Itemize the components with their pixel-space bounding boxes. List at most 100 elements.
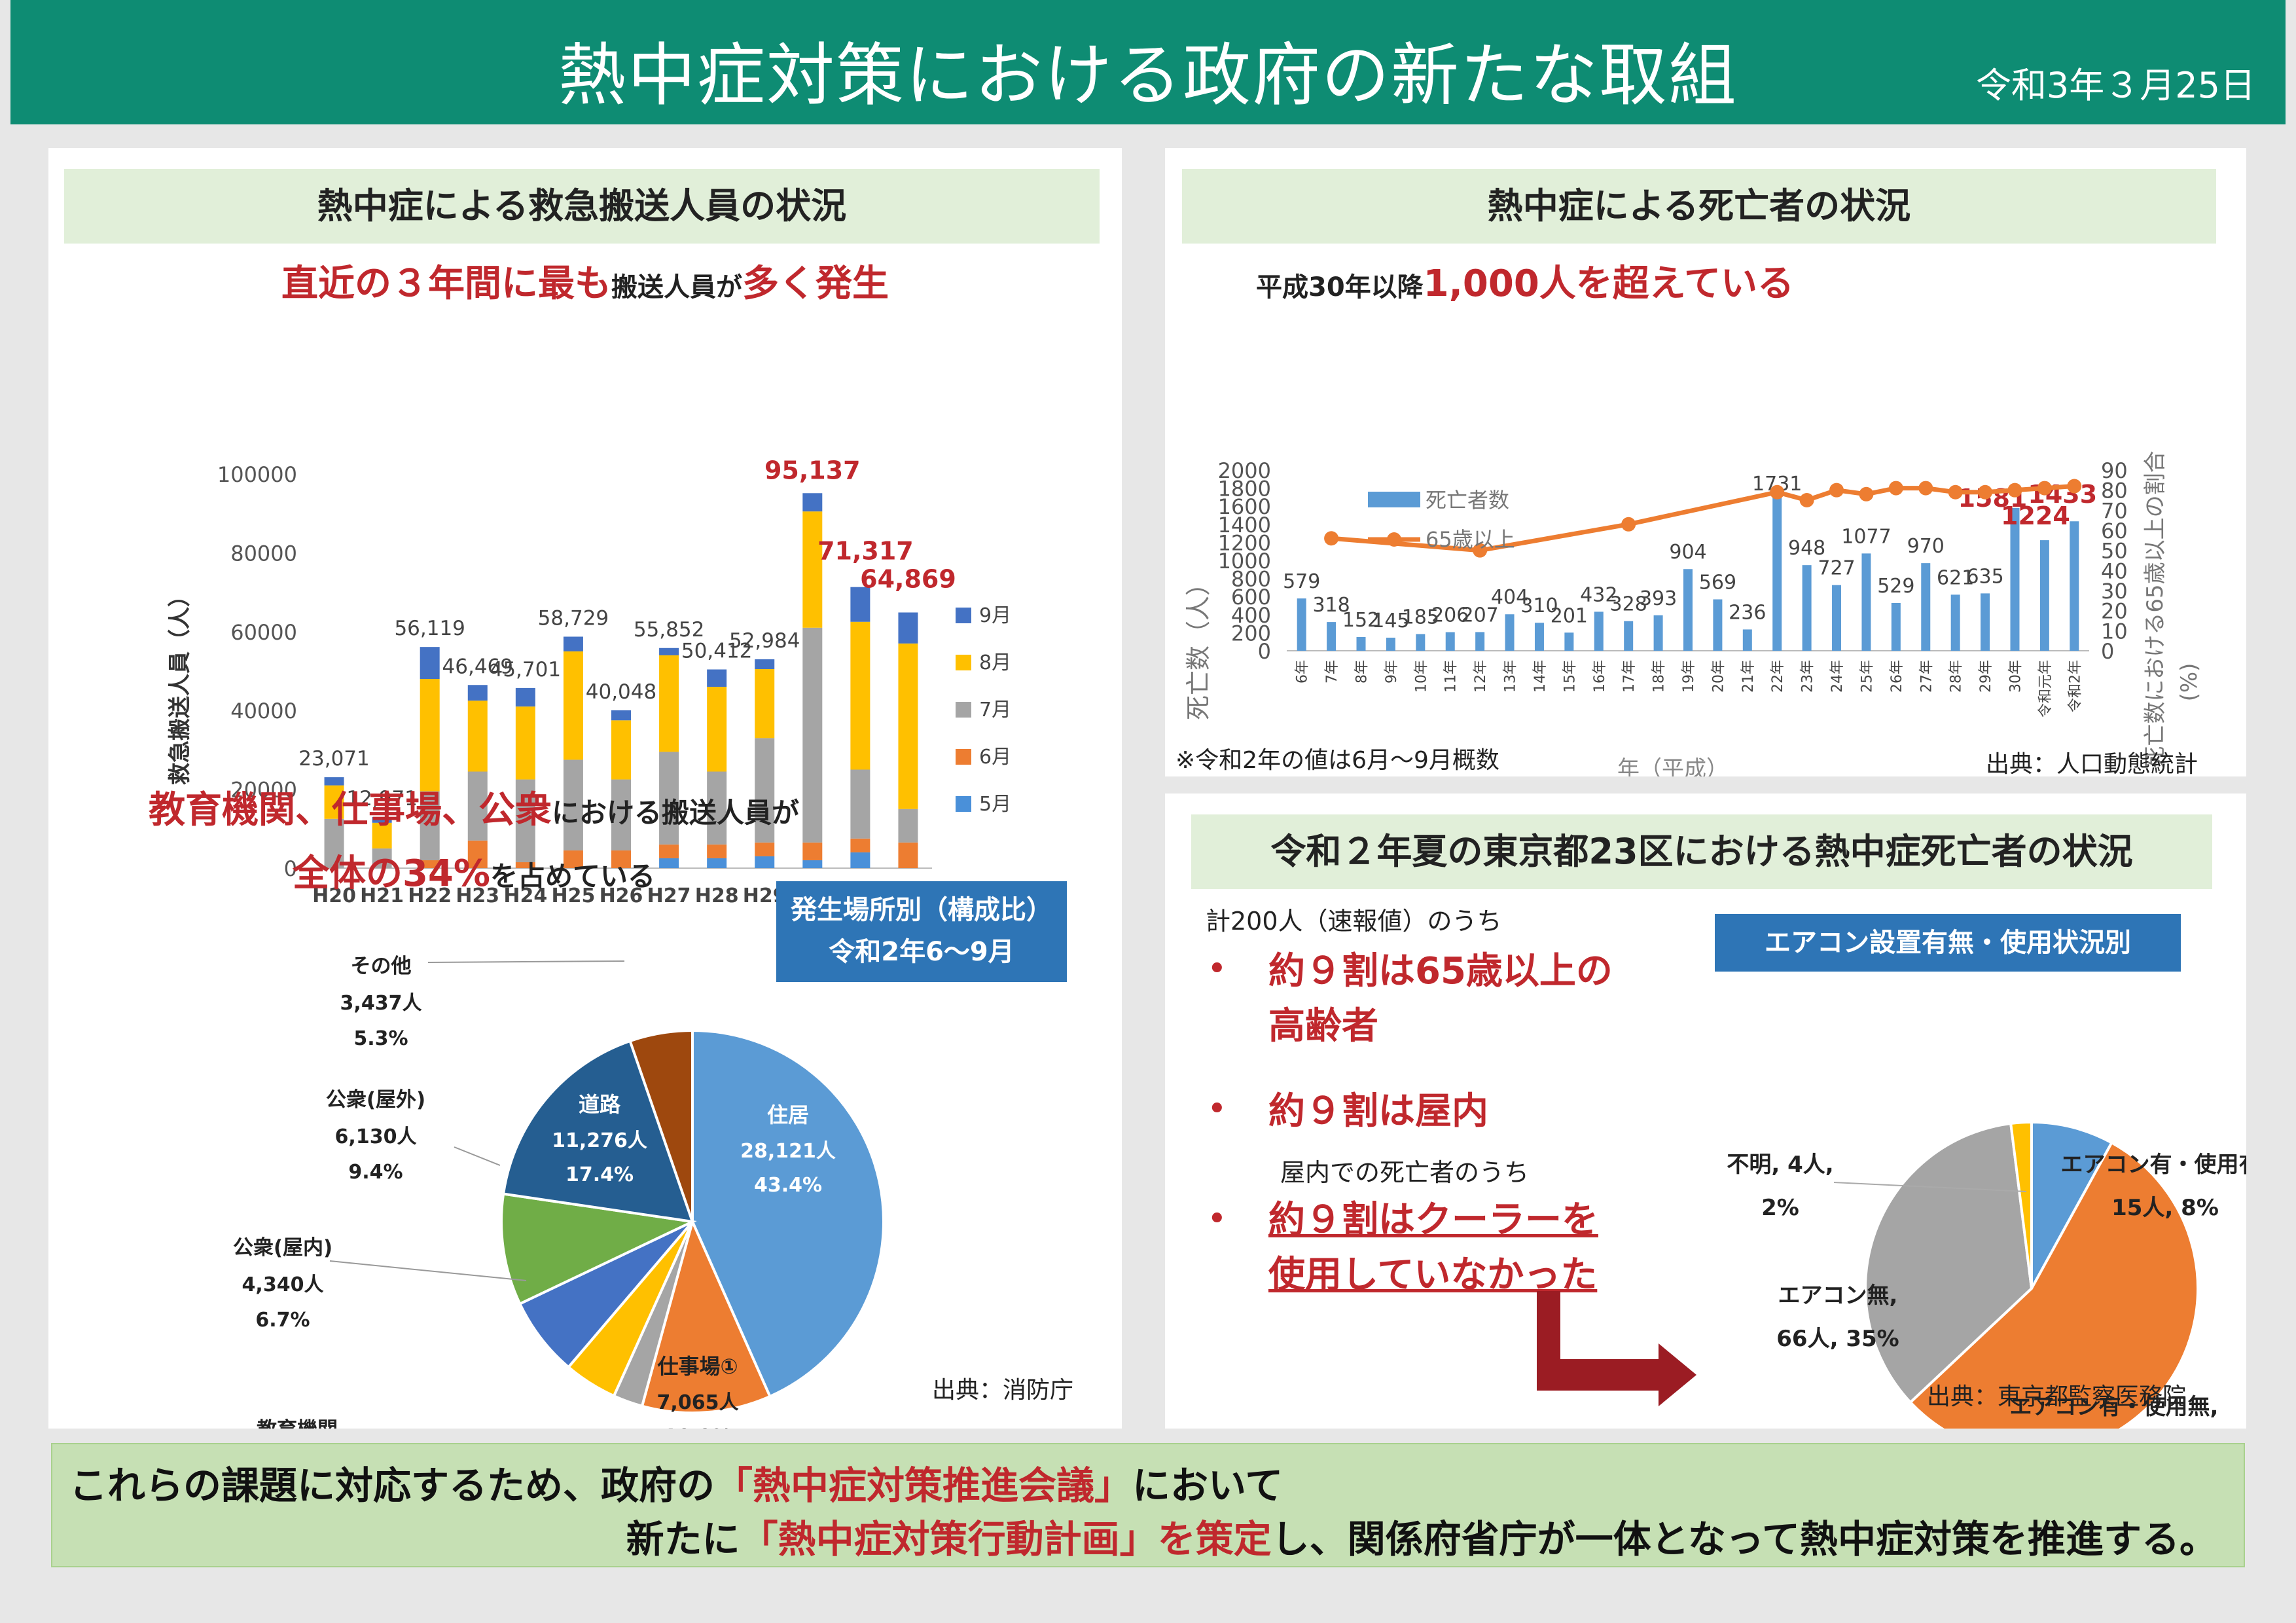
y-tick-label: 80000 <box>230 541 297 566</box>
transport-panel: 熱中症による救急搬送人員の状況 直近の３年間に最も搬送人員が多く発生 0 2000… <box>48 148 1122 1429</box>
pie-slice <box>628 1029 694 1222</box>
deaths-combo-chart: 0200400600800100012001400160018002000010… <box>1184 450 2202 776</box>
y-tick-label: 1400 <box>1218 513 1271 538</box>
slice-label: 15人, 8% <box>2111 1195 2219 1221</box>
x-tick-label: H26 <box>600 884 643 907</box>
conclusion-line1: これらの課題に対応するため、政府の「熱中症対策推進会議」において <box>69 1455 1283 1510</box>
x-tick-label: 27年 <box>1918 660 1935 693</box>
x-tick-label: H20 <box>312 884 356 907</box>
bar-segment <box>611 710 631 721</box>
x-tick-label: H25 <box>551 884 595 907</box>
tokyo-panel: 令和２年夏の東京都23区における熱中症死亡者の状況 計200人（速報値）のうち … <box>1165 793 2246 1429</box>
bar-value-label: 328 <box>1610 593 1647 616</box>
y-tick-label: 1200 <box>1218 530 1271 555</box>
x-tick-label: 28年 <box>1948 660 1965 693</box>
legend-label: 死亡者数 <box>1426 488 1509 513</box>
slice-name: 仕事場① <box>657 1354 738 1379</box>
deaths-panel-title: 熱中症による死亡者の状況 <box>1182 169 2216 244</box>
bar-segment <box>324 785 344 819</box>
death-bar <box>1386 637 1395 651</box>
bar-segment <box>467 701 488 772</box>
slice-count: 11,276人 <box>552 1129 647 1152</box>
bar-segment <box>898 842 918 868</box>
x-tick-label: H22 <box>408 884 452 907</box>
death-bar <box>1861 553 1871 651</box>
legend-label: 9月 <box>979 604 1011 627</box>
deaths-source: 出典：人口動態統計 <box>1986 751 2198 778</box>
x-tick-label: 25年 <box>1859 660 1875 693</box>
bar-segment <box>755 856 775 868</box>
bar-segment <box>372 822 392 848</box>
death-bar <box>1564 632 1574 651</box>
bar-value-label: 310 <box>1520 594 1558 617</box>
pie-slice <box>691 1029 885 1398</box>
slice-pct: 10.9% <box>664 1425 732 1429</box>
y-tick-label: 1600 <box>1218 494 1271 519</box>
header-bar: 熱中症対策における政府の新たな取組 令和3年３月25日 <box>10 0 2286 124</box>
slice-pct: 6.7% <box>255 1309 310 1332</box>
bullet-mark: • <box>1207 1199 1227 1239</box>
conclusion-part: これらの課題に対応するため、政府の <box>69 1463 715 1508</box>
slice-label: 66人, 35% <box>1776 1326 1899 1352</box>
y2-tick-label: 80 <box>2101 479 2128 503</box>
slice-label: エアコン有・使用無, <box>2010 1394 2219 1420</box>
bar-value-label: 206 <box>1431 604 1469 627</box>
y-tick-label: 60000 <box>230 620 297 645</box>
tokyo-point-indoor: 約９割は屋内 <box>1268 1090 1488 1133</box>
bar-segment <box>898 612 918 644</box>
y2-tick-label: 60 <box>2101 519 2128 543</box>
leader-line <box>329 1260 527 1281</box>
bar-segment <box>755 668 775 739</box>
pie-slice <box>640 1218 772 1414</box>
ratio-point <box>1799 493 1814 507</box>
headline-part: 教育機関、仕事場、公衆 <box>148 789 552 831</box>
tokyo-point-cooler: 約９割はクーラーを 使用していなかった <box>1268 1193 1598 1303</box>
x-tick-label: 18年 <box>1651 660 1668 693</box>
deaths-headline: 平成30年以降1,000人を超えている <box>1165 254 1885 307</box>
bar-segment <box>611 779 631 850</box>
legend-swatch <box>956 608 971 623</box>
death-bar <box>1416 634 1426 651</box>
y-tick-label: 1000 <box>1218 549 1271 574</box>
bar-segment <box>563 651 583 760</box>
slice-name: 教育機関 <box>257 1418 338 1429</box>
y-tick-label: 40000 <box>230 699 297 723</box>
pie-slice <box>2030 1120 2114 1289</box>
slice-label: エアコン有・使用有, <box>2061 1152 2246 1178</box>
total-label: 71,317 <box>817 537 914 566</box>
bar-segment <box>467 685 488 701</box>
bar-value-label: 152 <box>1342 609 1380 632</box>
bar-segment <box>563 850 583 868</box>
bar-segment <box>659 844 679 858</box>
slice-label: 不明, 4人, <box>1727 1152 1833 1178</box>
slice-name: 住居 <box>767 1103 809 1127</box>
place-tag: 発生場所別（構成比） 令和2年6～9月 <box>776 881 1067 982</box>
bar-segment <box>563 636 583 651</box>
ratio-point <box>2007 483 2022 498</box>
ratio-point <box>1324 531 1339 546</box>
bar-value-label: 145 <box>1372 610 1409 632</box>
slice-name: 公衆(屋外) <box>326 1088 425 1112</box>
bar-segment <box>802 627 823 843</box>
x-tick-label: 8年 <box>1354 660 1371 684</box>
bar-segment <box>515 862 535 868</box>
tokyo-panel-title: 令和２年夏の東京都23区における熱中症死亡者の状況 <box>1191 814 2212 889</box>
slice-name: その他 <box>351 955 412 978</box>
total-label: 95,137 <box>764 456 861 484</box>
transport-bar-chart: 0 20000 40000 60000 80000 100000 救急搬送人員（人） H20 2… <box>167 456 1011 907</box>
bar-value-label: 201 <box>1551 604 1588 627</box>
ratio-point <box>1978 484 1993 500</box>
leader-line <box>1833 1182 2027 1192</box>
ratio-point <box>1829 483 1844 498</box>
ratio-point <box>1859 486 1874 501</box>
tokyo-tag: エアコン設置有無・使用状況別 <box>1715 914 2181 972</box>
death-bar <box>1832 585 1842 651</box>
x-tick-label: 16年 <box>1592 660 1608 693</box>
bar-segment <box>372 816 392 823</box>
headline-part: 平成30年以降 <box>1255 272 1424 302</box>
bar-value-label: 635 <box>1966 565 2003 588</box>
headline-part: 搬送人員 <box>611 272 716 302</box>
bar-value-label: 970 <box>1907 535 1945 558</box>
ratio-point <box>1948 484 1963 500</box>
x-tick-label: 19年 <box>1681 660 1697 693</box>
